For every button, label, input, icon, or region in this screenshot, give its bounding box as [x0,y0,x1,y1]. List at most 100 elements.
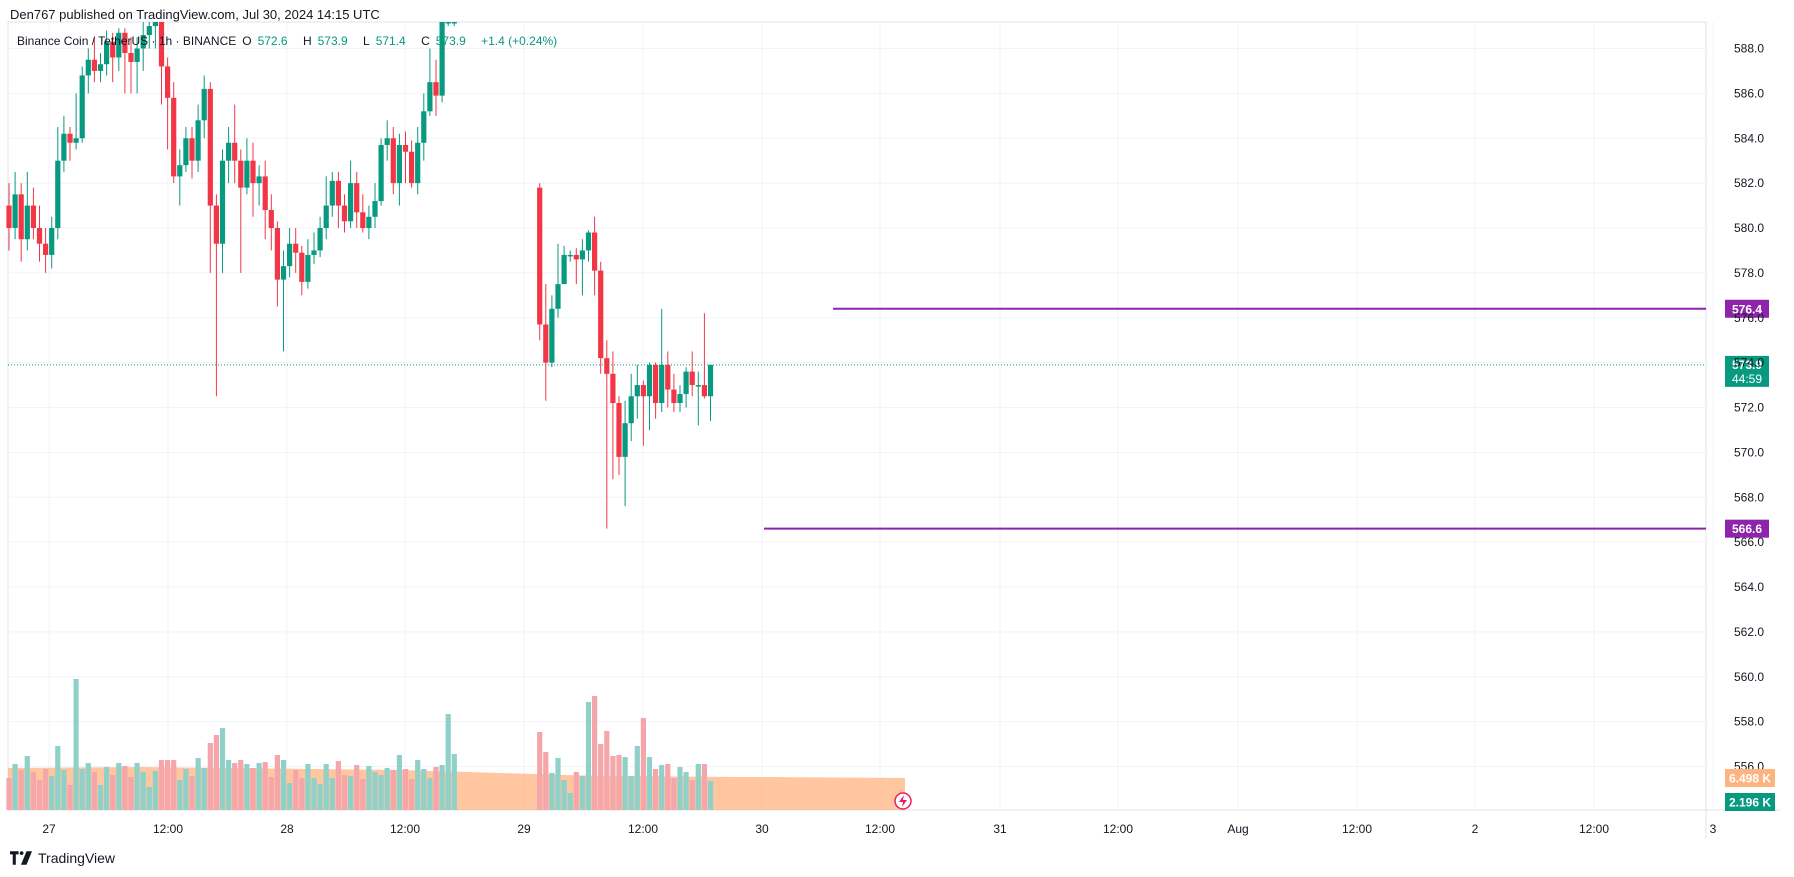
candle [695,371,701,426]
candle-body [329,180,335,206]
candle-body [421,111,427,143]
candle [293,228,299,273]
time-axis[interactable]: 27 12:00 28 12:00 29 12:00 30 12:00 31 12:00 Aug 12… [42,822,1716,836]
ohlc-values: O 572.6 H 573.9 L 571.4 C 573.9 +1.4 (+0.24%… [242,34,563,48]
open-value: 572.6 [257,34,288,48]
candle [250,142,256,217]
volume-bar [451,754,457,810]
price-tick-label: 582.0 [1734,176,1764,190]
candle-body [561,254,567,285]
volume-bar [598,744,604,810]
volume-bar [97,785,104,810]
price-tick-label: 568.0 [1734,490,1764,504]
candle-body [305,254,311,282]
candle [689,351,695,397]
time-tick-label: 3 [1710,822,1717,836]
exchange-label: BINANCE [182,34,237,48]
last-volume-badge-label: 2.196 K [1729,796,1771,810]
candle [18,183,24,262]
candle-body [97,64,104,71]
candle-body [543,324,549,363]
candle [195,104,201,172]
footer-brand[interactable]: TradingView [10,850,115,866]
candle-body [677,394,683,404]
candle [585,230,592,262]
candle [67,127,73,161]
candle [573,248,579,285]
price-tick-label: 564.0 [1734,580,1764,594]
volume-bar [695,764,701,810]
volume-bar [689,780,695,810]
price-axis[interactable]: 588.0 586.0 584.0 582.0 580.0 578.0 576.0 574.0… [1725,42,1775,812]
time-tick-label: 12:00 [1579,822,1609,836]
candle [305,239,311,289]
last-price-label: 573.9 [1732,358,1762,372]
candle-body [451,22,457,24]
candle-body [701,385,707,397]
volume-bar [555,758,561,810]
volume-bar [213,735,219,810]
volume-bar [585,702,592,810]
volume-bar [640,718,646,810]
candle-body [579,250,585,260]
candle [701,313,707,399]
plot-frame [7,21,1707,811]
price-tick-label: 578.0 [1734,266,1764,280]
time-tick-label: 12:00 [390,822,420,836]
volume-bar [549,773,555,810]
price-tick-label: 566.0 [1734,535,1764,549]
candle-body [537,187,543,325]
candle [140,22,146,71]
candle [622,400,628,507]
volume-bar [415,760,421,810]
volume-bar [36,780,43,810]
candle-body [110,41,116,58]
volume-bar [329,778,335,810]
volume-bar [91,772,97,810]
high-label: H [302,34,312,48]
volume-bar [659,765,665,810]
volume-bar [628,776,634,810]
candle [366,205,372,240]
volume-bar [360,779,366,810]
symbol-name[interactable]: Binance Coin / TetherUS · 1h · BINANCE [17,34,237,48]
candle-body [323,205,329,228]
candle-body [287,243,293,267]
volume-bar [366,766,372,810]
candle-body [360,212,366,228]
close-label: C [421,34,430,48]
candle-body [268,210,274,228]
candle-body [634,385,640,397]
candle [341,194,348,233]
volume-bar [67,785,73,810]
candle [256,165,262,206]
price-tick-label: 562.0 [1734,625,1764,639]
candle-body [622,423,628,457]
volume-bar [683,772,689,810]
bolt-marker [894,792,912,810]
candle-body [24,205,30,240]
price-tick-label: 580.0 [1734,221,1764,235]
candle-body [61,133,67,161]
candle [287,228,293,278]
candle-body [171,97,177,177]
level-badge [1725,299,1769,318]
candle-body [585,232,592,251]
volume-ma-badge-label: 6.498 K [1729,772,1771,786]
time-tick-label: 12:00 [628,822,658,836]
horizontal-levels[interactable]: 576.4 566.6 573.944:59 [8,299,1769,538]
candle-body [341,205,348,222]
time-tick-label: 27 [42,822,56,836]
volume-bar [232,763,238,810]
volume-bar [622,757,628,810]
candle [79,66,85,143]
countdown-label: 44:59 [1732,372,1762,386]
candle-body [195,120,201,161]
candle [274,221,280,307]
price-tick-label: 572.0 [1734,401,1764,415]
price-tick-label: 558.0 [1734,715,1764,729]
candle [91,37,97,83]
candle [634,364,640,419]
candle [61,115,67,172]
